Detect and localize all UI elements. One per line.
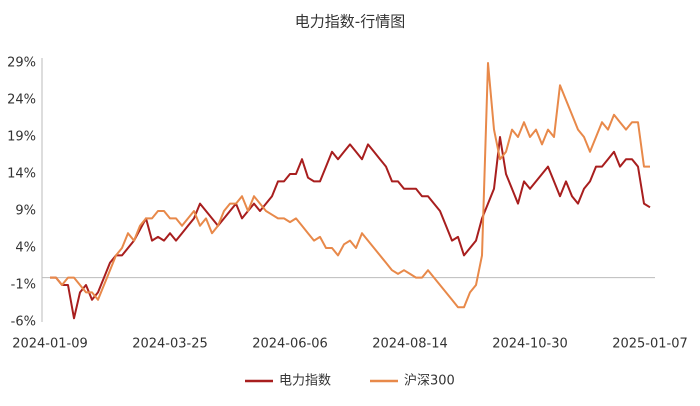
y-tick-label: -6% bbox=[11, 315, 36, 330]
x-tick-label: 2024-03-25 bbox=[132, 337, 208, 352]
x-tick-label: 2024-10-30 bbox=[492, 337, 568, 352]
chart-title: 电力指数-行情图 bbox=[295, 13, 405, 31]
x-tick-label: 2024-08-14 bbox=[372, 337, 448, 352]
x-tick-label: 2025-01-07 bbox=[612, 337, 688, 352]
x-tick-label: 2024-06-06 bbox=[252, 337, 328, 352]
y-tick-label: 24% bbox=[7, 93, 36, 108]
y-tick-label: 14% bbox=[7, 167, 36, 182]
y-tick-label: 4% bbox=[15, 241, 36, 256]
y-tick-label: 19% bbox=[7, 130, 36, 145]
legend-label: 电力指数 bbox=[279, 374, 331, 389]
y-tick-label: 9% bbox=[15, 204, 36, 219]
y-tick-label: 29% bbox=[7, 56, 36, 71]
x-tick-label: 2024-01-09 bbox=[12, 337, 88, 352]
y-tick-label: -1% bbox=[11, 278, 36, 293]
series-line bbox=[50, 136, 651, 320]
series-line bbox=[50, 62, 650, 309]
legend-label: 沪深300 bbox=[404, 373, 455, 389]
